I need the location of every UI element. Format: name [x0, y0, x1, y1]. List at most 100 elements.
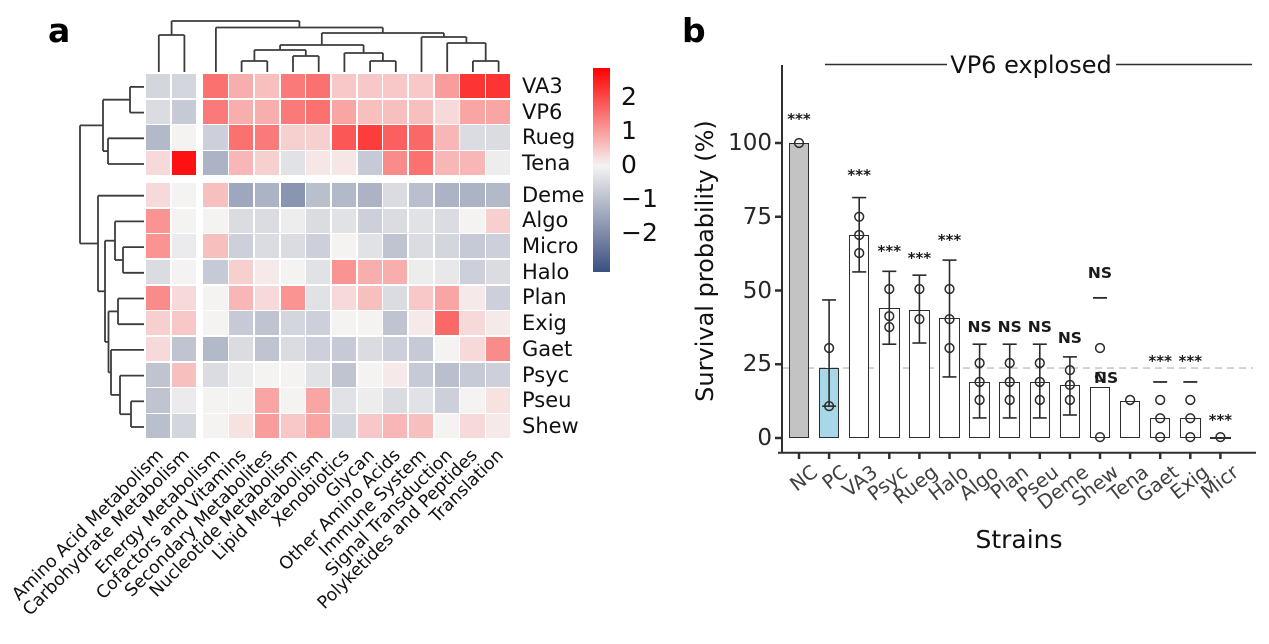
- heatmap-cell: [409, 151, 434, 176]
- heatmap-cell: [280, 337, 305, 362]
- heatmap-cell: [171, 125, 196, 150]
- heatmap-cell: [146, 414, 171, 439]
- heatmap-cell: [254, 151, 279, 176]
- heatmap-cell: [383, 182, 408, 207]
- bar: [818, 368, 840, 438]
- heatmap-cell: [171, 234, 196, 259]
- heatmap-cell: [331, 234, 357, 259]
- heatmap-cell: [331, 182, 357, 207]
- heatmap-cell: [357, 182, 382, 207]
- heatmap-cell: [171, 208, 196, 233]
- heatmap-cell: [331, 74, 357, 99]
- heatmap-cell: [357, 208, 382, 233]
- heatmap-cell: [434, 125, 459, 150]
- heatmap-cell: [203, 125, 228, 150]
- heatmap-cell: [203, 151, 228, 176]
- heatmap-cell: [331, 337, 357, 362]
- heatmap-cell: [460, 125, 485, 150]
- heatmap-cell: [486, 208, 511, 233]
- heatmap-cell: [229, 414, 254, 439]
- heatmap-cell: [383, 388, 408, 413]
- heatmap-cell: [331, 414, 357, 439]
- heatmap-cell: [434, 99, 459, 124]
- heatmap-cell: [146, 311, 171, 336]
- heatmap-cell: [331, 259, 357, 285]
- heatmap-cell: [306, 311, 331, 336]
- heatmap-cell: [409, 388, 434, 413]
- heatmap-cell: [229, 311, 254, 336]
- heatmap-cell: [357, 285, 382, 310]
- heatmap-cell: [383, 285, 408, 310]
- heatmap-cell: [409, 414, 434, 439]
- heatmap-cell: [486, 99, 511, 124]
- bar-chart-panel: [788, 143, 1231, 439]
- heatmap-cell: [146, 259, 171, 285]
- heatmap-cell: [383, 151, 408, 176]
- heatmap-cell: [146, 285, 171, 310]
- heatmap-cell: [434, 208, 459, 233]
- heatmap-cell: [229, 208, 254, 233]
- heatmap-cell: [331, 208, 357, 233]
- heatmap-cell: [203, 311, 228, 336]
- heatmap-cell: [357, 74, 382, 99]
- heatmap-cell: [486, 311, 511, 336]
- heatmap-cell: [171, 337, 196, 362]
- heatmap-cell: [254, 125, 279, 150]
- heatmap-cell: [383, 414, 408, 439]
- heatmap-cell: [460, 337, 485, 362]
- heatmap-cell: [306, 74, 331, 99]
- heatmap-cell: [306, 208, 331, 233]
- bar: [999, 381, 1020, 438]
- heatmap-cell: [357, 125, 382, 150]
- heatmap-cell: [331, 99, 357, 124]
- heatmap-cell: [383, 74, 408, 99]
- heatmap-cell: [486, 74, 511, 99]
- heatmap-cell: [357, 151, 382, 176]
- heatmap-cell: [146, 74, 171, 99]
- heatmap-cell: [383, 125, 408, 150]
- heatmap-cell: [357, 388, 382, 413]
- heatmap-cell: [460, 208, 485, 233]
- heatmap-cell: [306, 99, 331, 124]
- heatmap-cell: [306, 182, 331, 207]
- heatmap-cell: [203, 182, 228, 207]
- heatmap-cell: [383, 208, 408, 233]
- heatmap-cell: [409, 208, 434, 233]
- bar: [1089, 387, 1111, 438]
- heatmap-cell: [383, 234, 408, 259]
- heatmap-cell: [460, 414, 485, 439]
- heatmap-cell: [409, 362, 434, 387]
- heatmap-cell: [280, 208, 305, 233]
- heatmap-cell: [171, 311, 196, 336]
- heatmap-cell: [146, 362, 171, 387]
- bar: [1059, 384, 1081, 438]
- heatmap-cell: [203, 285, 228, 310]
- heatmap-cell: [280, 151, 305, 176]
- heatmap-cell: [146, 208, 171, 233]
- heatmap-cell: [280, 99, 305, 124]
- heatmap-cell: [486, 182, 511, 207]
- heatmap-cell: [460, 99, 485, 124]
- heatmap-cell: [254, 362, 279, 387]
- heatmap-cell: [146, 337, 171, 362]
- heatmap-cell: [146, 234, 171, 259]
- heatmap-cell: [434, 285, 459, 310]
- heatmap-cell: [434, 259, 459, 285]
- heatmap-cell: [203, 99, 228, 124]
- heatmap-cell: [486, 285, 511, 310]
- heatmap-cell: [409, 285, 434, 310]
- heatmap-cell: [254, 74, 279, 99]
- heatmap-cell: [203, 362, 228, 387]
- heatmap-cell: [409, 311, 434, 336]
- heatmap-cell: [280, 311, 305, 336]
- bar: [939, 317, 960, 438]
- heatmap-cell: [254, 99, 279, 124]
- heatmap-cell: [434, 362, 459, 387]
- heatmap-cell: [280, 259, 305, 285]
- heatmap-cell: [409, 125, 434, 150]
- heatmap-cell: [171, 151, 196, 176]
- heatmap-cell: [171, 74, 196, 99]
- heatmap-cell: [460, 151, 485, 176]
- bar: [969, 381, 990, 438]
- heatmap-cell: [460, 285, 485, 310]
